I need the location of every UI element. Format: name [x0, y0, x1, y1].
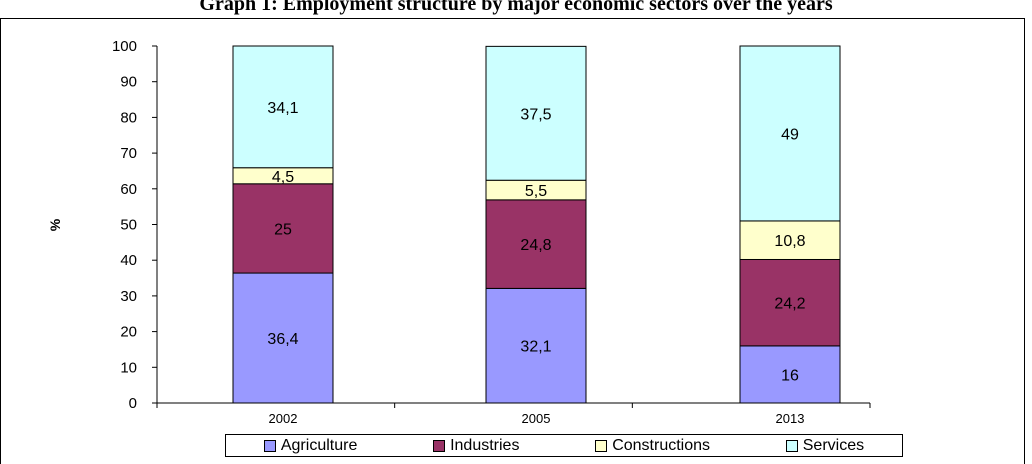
bar-segment-constructions-2013 — [739, 220, 841, 260]
bar-segment-industries-2005 — [485, 199, 587, 289]
y-tick-label: 60 — [120, 181, 137, 198]
bar-segment-agriculture-2002 — [232, 272, 334, 404]
data-label-services-2013: 49 — [781, 126, 799, 143]
data-label-agriculture-2013: 16 — [781, 367, 799, 384]
legend-swatch — [785, 439, 798, 452]
data-label-agriculture-2002: 36,4 — [267, 331, 298, 348]
legend-item-agriculture: Agriculture — [263, 436, 358, 455]
legend-item-industries: Industries — [433, 437, 519, 455]
y-tick-label: 70 — [120, 145, 137, 162]
y-tick-label: 10 — [120, 359, 137, 376]
data-label-constructions-2002: 4,5 — [272, 169, 294, 186]
data-labels: 36,4 25 4,5 34,1 32,1 24,8 5,5 37,5 16 24,2 10,8 49 — [267, 100, 805, 385]
y-tick-label: 100 — [112, 38, 137, 55]
y-tick-label: 0 — [129, 395, 137, 412]
legend-item-services: Services — [785, 436, 865, 455]
x-tick-label: 2002 — [269, 411, 298, 426]
data-label-industries-2005: 24,8 — [520, 237, 551, 254]
data-label-constructions-2005: 5,5 — [525, 183, 547, 200]
chart-title: Graph 1: Employment structure by major e… — [199, 0, 833, 15]
legend-label: Constructions — [612, 436, 711, 454]
data-label-industries-2013: 24,2 — [774, 296, 805, 313]
bar-segment-agriculture-2005 — [485, 287, 587, 404]
data-label-services-2002: 34,1 — [267, 100, 298, 117]
bar-segment-services-2013 — [739, 45, 841, 222]
y-tick-label: 50 — [120, 217, 137, 234]
y-tick-label: 40 — [120, 252, 137, 269]
legend-swatch — [263, 439, 276, 452]
bar-segment-agriculture-2013 — [739, 345, 841, 404]
legend-label: Agriculture — [280, 436, 358, 454]
legend-item-constructions: Constructions — [595, 437, 710, 455]
y-tick-label: 20 — [120, 324, 137, 341]
data-label-services-2005: 37,5 — [520, 106, 551, 123]
legend: Agriculture Industries Constructions Servic… — [225, 434, 903, 457]
x-tick-label: 2013 — [776, 411, 805, 426]
data-label-agriculture-2005: 32,1 — [520, 339, 551, 356]
y-axis-label: % — [47, 218, 63, 231]
y-tick-label: 90 — [120, 74, 137, 91]
legend-label: Industries — [450, 436, 520, 454]
bar-segment-services-2005 — [485, 45, 587, 181]
y-tick-label: 30 — [120, 288, 137, 305]
bar-segment-industries-2002 — [232, 183, 334, 274]
bar-segment-services-2002 — [232, 45, 334, 169]
legend-label: Services — [802, 436, 865, 454]
legend-swatch — [595, 439, 608, 452]
y-tick-label: 80 — [120, 109, 137, 126]
data-label-industries-2002: 25 — [274, 221, 292, 238]
x-tick-label: 2005 — [522, 411, 551, 426]
bars — [232, 45, 841, 404]
legend-swatch — [433, 439, 446, 452]
chart-frame — [0, 18, 1025, 464]
data-label-constructions-2013: 10,8 — [774, 233, 805, 250]
